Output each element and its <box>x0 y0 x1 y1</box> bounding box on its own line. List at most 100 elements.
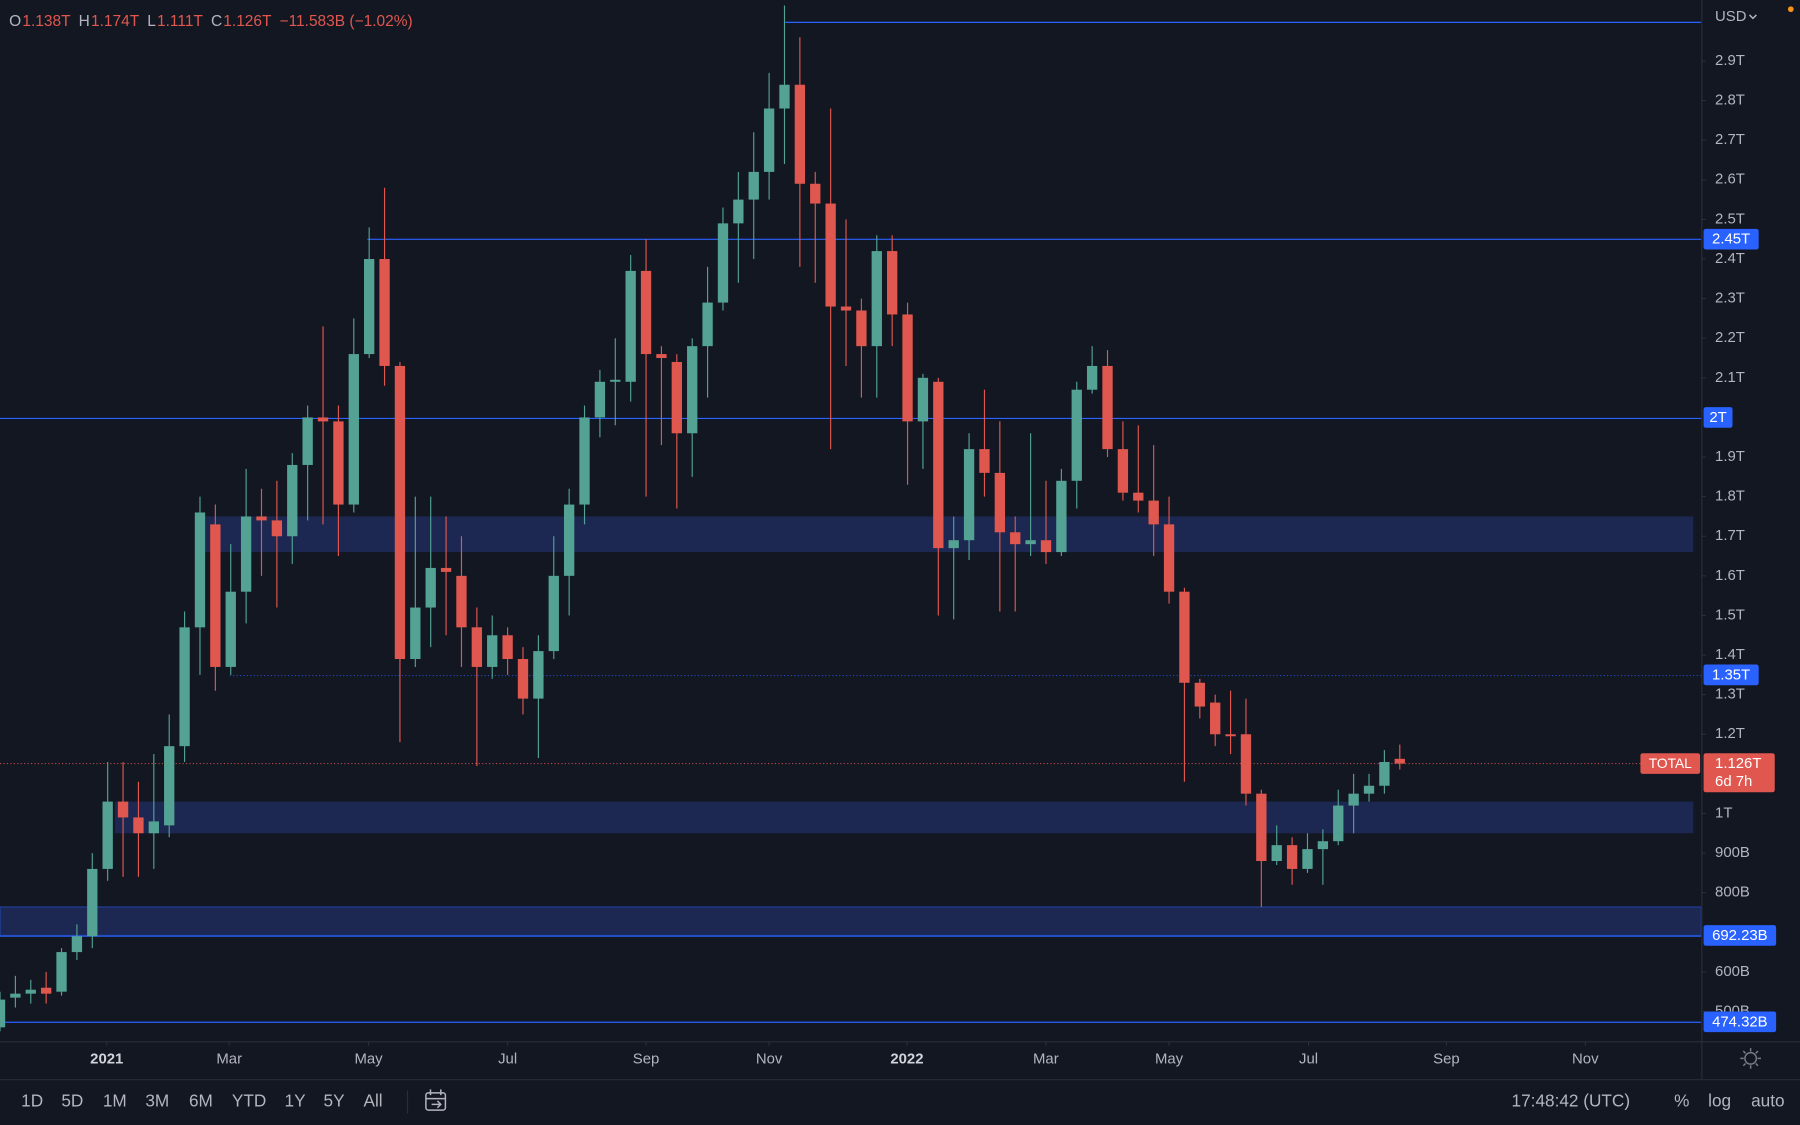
candle-body <box>348 354 359 505</box>
ohlc-value: 1.138T <box>22 13 71 30</box>
price-countdown: 6d 7h <box>1715 773 1752 790</box>
currency[interactable]: USD <box>1715 8 1747 25</box>
candle-body <box>933 381 944 549</box>
candle-body <box>271 520 283 537</box>
y-tick-label: 600B <box>1715 963 1750 980</box>
ohlc-value: 1.126T <box>223 13 272 30</box>
candle-body <box>763 108 775 172</box>
y-tick-label: 2.3T <box>1715 290 1745 307</box>
ohlc-legend: O1.138T H1.174T L1.111T C1.126T −11.583B (−1… <box>9 13 413 30</box>
y-tick-label: 1.8T <box>1715 488 1745 505</box>
y-tick-label: 2.4T <box>1715 250 1745 267</box>
candle-body <box>225 591 236 667</box>
range-button[interactable]: YTD <box>232 1091 266 1111</box>
candle-body <box>856 310 867 347</box>
icon-part <box>1740 1048 1761 1069</box>
candle-body <box>502 635 513 660</box>
candle-body <box>702 302 713 347</box>
candle-body <box>117 801 129 818</box>
candle-body <box>0 999 6 1028</box>
x-tick-label: Nov <box>756 1051 783 1068</box>
candle-body <box>56 952 67 992</box>
symbol-tag: TOTAL <box>1649 756 1692 771</box>
candle-body <box>748 171 759 200</box>
candle-body <box>148 821 159 834</box>
clock[interactable]: 17:48:42 (UTC) <box>1512 1091 1631 1111</box>
candle-body <box>1333 805 1344 842</box>
candle-body <box>548 575 559 652</box>
candle-body <box>487 635 498 667</box>
candle-body <box>1225 734 1236 737</box>
candle-body <box>1056 480 1067 553</box>
x-tick-label: May <box>354 1051 383 1068</box>
candle-body <box>40 987 52 994</box>
candle-body <box>840 306 852 311</box>
candle-body <box>1086 365 1098 390</box>
candle-body <box>687 346 698 434</box>
candle-body <box>533 651 544 699</box>
candle-body <box>656 354 667 359</box>
candle-body <box>456 575 467 628</box>
ohlc-key: O <box>9 13 21 30</box>
level-label: 2T <box>1709 409 1726 426</box>
x-tick-label: May <box>1155 1051 1184 1068</box>
y-tick-label: 1.2T <box>1715 725 1745 742</box>
candle-body <box>1194 682 1205 707</box>
scale-option[interactable]: auto <box>1751 1091 1784 1111</box>
icon-part <box>1744 1051 1758 1065</box>
scale-option[interactable]: log <box>1708 1091 1731 1111</box>
candle-body <box>717 223 729 303</box>
candle-body <box>440 567 452 572</box>
candle-body <box>471 627 483 667</box>
price-tag-box <box>1703 753 1775 793</box>
candle-body <box>825 203 836 307</box>
range-button[interactable]: 6M <box>189 1091 213 1111</box>
date-range-icon[interactable] <box>425 1089 447 1111</box>
x-tick-label: 2021 <box>90 1051 123 1068</box>
y-tick-label: 2.2T <box>1715 329 1745 346</box>
range-button[interactable]: 1Y <box>285 1091 307 1111</box>
candle-body <box>1240 734 1252 794</box>
candle-body <box>133 817 144 834</box>
x-tick-label: Jul <box>1299 1051 1318 1068</box>
candle-body <box>610 379 621 382</box>
candle-body <box>948 540 959 549</box>
candle-body <box>1071 389 1082 481</box>
icon-part <box>425 1089 446 1109</box>
y-tick-label: 2.7T <box>1715 131 1745 148</box>
y-tick-label: 2.6T <box>1715 171 1745 188</box>
y-tick-label: 2.5T <box>1715 210 1745 227</box>
y-tick-label: 1.3T <box>1715 686 1745 703</box>
settings-icon[interactable] <box>1740 1048 1761 1069</box>
zone <box>114 801 1694 834</box>
candle-body <box>963 449 975 541</box>
candle-body <box>979 449 990 473</box>
ohlc-key: C <box>211 13 222 30</box>
candle-body <box>194 512 206 628</box>
candle-body <box>10 993 21 998</box>
y-tick-label: 1T <box>1715 804 1732 821</box>
candle-body <box>1133 492 1144 501</box>
level-label: 474.32B <box>1712 1013 1768 1030</box>
candle-body <box>425 567 436 608</box>
range-button[interactable]: 3M <box>145 1091 169 1111</box>
level-label-box <box>1703 1011 1777 1033</box>
candle-body <box>1302 849 1313 869</box>
y-tick-label: 800B <box>1715 884 1750 901</box>
range-button[interactable]: All <box>364 1091 383 1111</box>
candle-body <box>779 84 790 109</box>
y-tick-label: 1.9T <box>1715 448 1745 465</box>
scale-option[interactable]: % <box>1674 1091 1689 1111</box>
range-button[interactable]: 1M <box>103 1091 127 1111</box>
x-tick-label: Mar <box>216 1051 242 1068</box>
zone <box>200 516 1694 553</box>
candle-body <box>287 464 298 537</box>
range-button[interactable]: 1D <box>21 1091 43 1111</box>
range-button[interactable]: 5D <box>61 1091 83 1111</box>
x-tick-label: 2022 <box>890 1051 923 1068</box>
level-label: 692.23B <box>1712 927 1768 944</box>
range-button[interactable]: 5Y <box>324 1091 346 1111</box>
candle-body <box>410 607 421 660</box>
candle-body <box>102 801 113 869</box>
